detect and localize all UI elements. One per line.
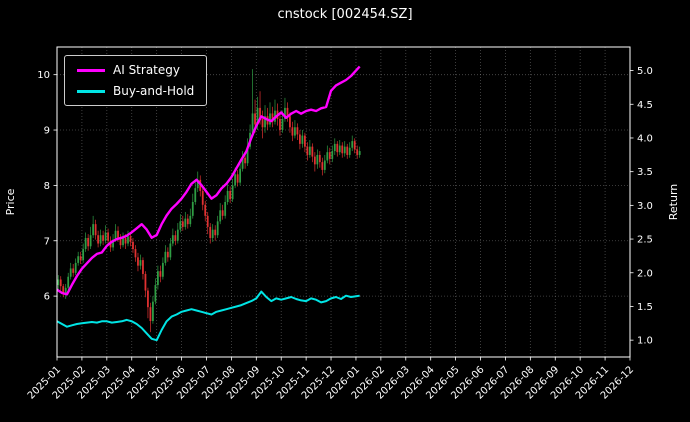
svg-text:3.5: 3.5 bbox=[637, 167, 653, 178]
svg-text:Price: Price bbox=[4, 188, 17, 215]
chart-title: cnstock [002454.SZ] bbox=[277, 7, 413, 22]
svg-text:4.5: 4.5 bbox=[637, 100, 653, 111]
svg-text:7: 7 bbox=[44, 236, 50, 247]
legend-item-buy-and-hold: Buy-and-Hold bbox=[77, 85, 194, 97]
ai-strategy-line-swatch bbox=[77, 68, 105, 72]
svg-text:8: 8 bbox=[44, 181, 50, 192]
legend-label-ai-strategy: AI Strategy bbox=[113, 63, 180, 77]
svg-text:9: 9 bbox=[44, 126, 50, 137]
svg-text:2.5: 2.5 bbox=[637, 235, 653, 246]
svg-text:10: 10 bbox=[37, 70, 50, 81]
legend: AI Strategy Buy-and-Hold bbox=[64, 55, 208, 106]
legend-item-ai-strategy: AI Strategy bbox=[77, 64, 194, 76]
svg-text:Return: Return bbox=[667, 184, 680, 221]
svg-text:1.5: 1.5 bbox=[637, 302, 653, 313]
legend-label-buy-and-hold: Buy-and-Hold bbox=[113, 84, 195, 98]
svg-text:1.0: 1.0 bbox=[637, 336, 653, 347]
svg-text:3.0: 3.0 bbox=[637, 201, 653, 212]
svg-text:2.0: 2.0 bbox=[637, 268, 653, 279]
svg-text:6: 6 bbox=[44, 292, 50, 303]
buy-and-hold-line-swatch bbox=[77, 89, 105, 93]
svg-text:4.0: 4.0 bbox=[637, 133, 653, 144]
svg-text:5.0: 5.0 bbox=[637, 66, 653, 77]
